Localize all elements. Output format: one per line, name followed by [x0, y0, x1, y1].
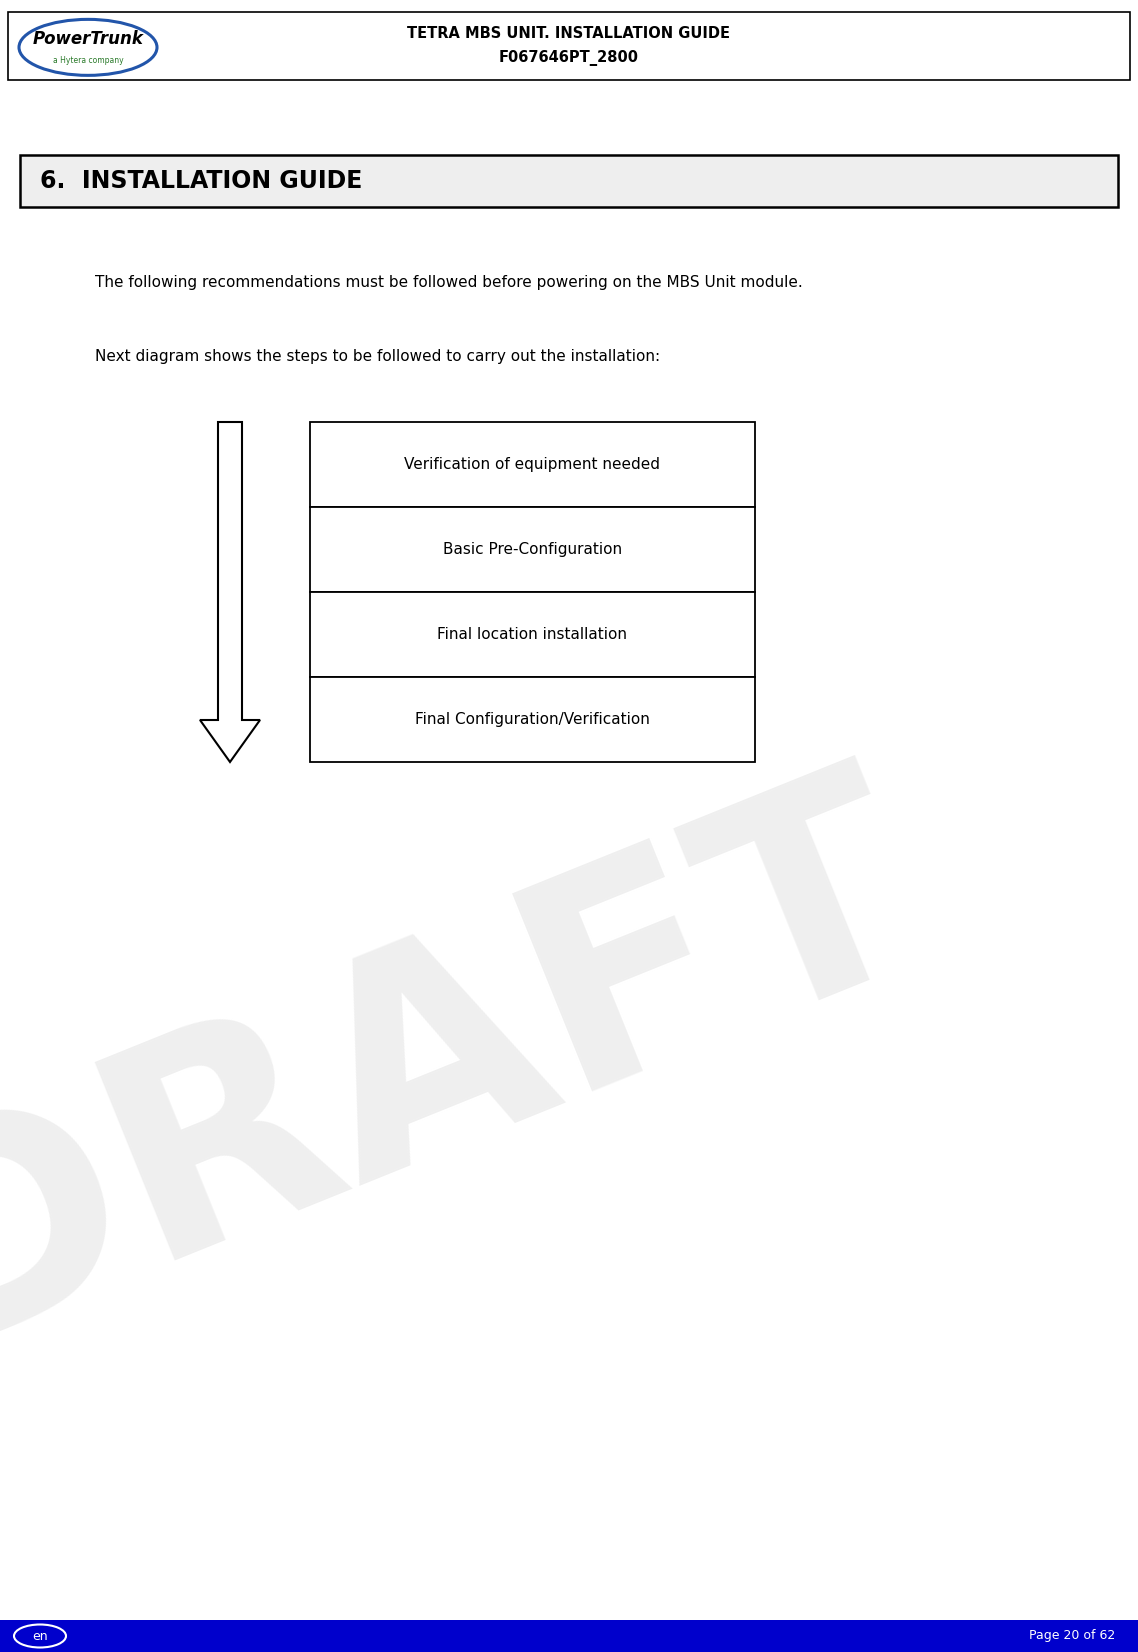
Bar	[0, 1621, 1138, 1652]
Text: Final Configuration/Verification: Final Configuration/Verification	[415, 712, 650, 727]
Text: Basic Pre-Configuration: Basic Pre-Configuration	[443, 542, 622, 557]
Bar	[310, 591, 754, 677]
Text: en: en	[32, 1629, 48, 1642]
Text: Final location installation: Final location installation	[437, 628, 627, 643]
Ellipse shape	[14, 1624, 66, 1647]
Bar	[310, 507, 754, 591]
Text: Page 20 of 62: Page 20 of 62	[1029, 1629, 1115, 1642]
Bar	[310, 421, 754, 507]
Text: The following recommendations must be followed before powering on the MBS Unit m: The following recommendations must be fo…	[94, 274, 802, 289]
Polygon shape	[200, 421, 259, 762]
Text: Next diagram shows the steps to be followed to carry out the installation:: Next diagram shows the steps to be follo…	[94, 350, 660, 365]
Text: F067646PT_2800: F067646PT_2800	[498, 50, 640, 66]
Bar	[8, 12, 1130, 79]
Bar	[310, 677, 754, 762]
Text: 6.  INSTALLATION GUIDE: 6. INSTALLATION GUIDE	[40, 169, 362, 193]
Text: TETRA MBS UNIT. INSTALLATION GUIDE: TETRA MBS UNIT. INSTALLATION GUIDE	[407, 26, 731, 41]
Bar	[20, 155, 1118, 206]
Text: DRAFT: DRAFT	[0, 737, 958, 1408]
Text: Verification of equipment needed: Verification of equipment needed	[404, 458, 660, 472]
Text: a Hytera company: a Hytera company	[52, 56, 123, 66]
Text: PowerTrunk: PowerTrunk	[33, 30, 143, 48]
